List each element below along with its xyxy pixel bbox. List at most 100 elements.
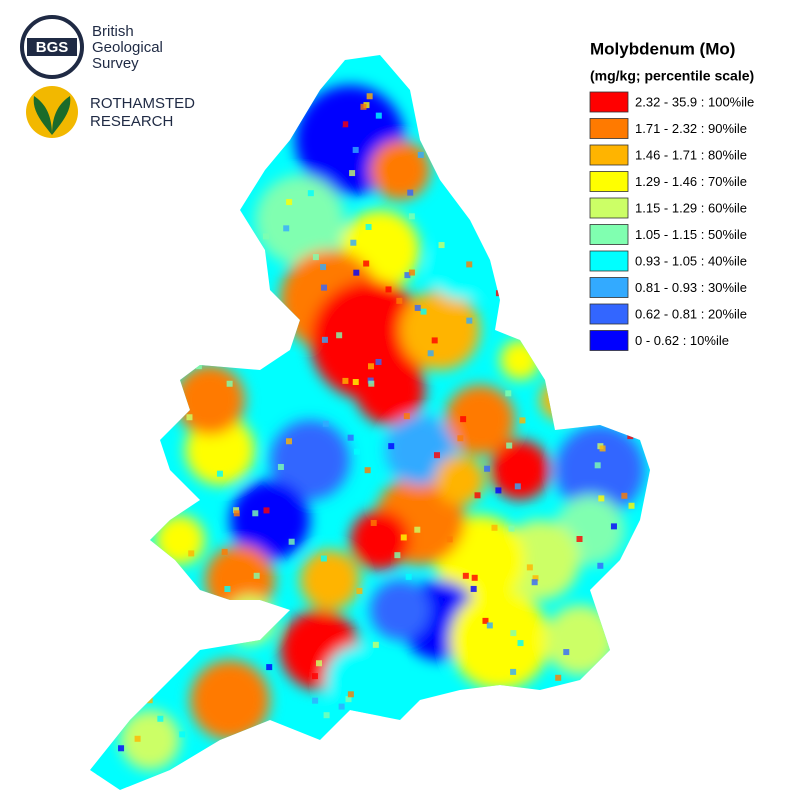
- map-cell: [229, 164, 236, 171]
- legend-label: 1.46 - 1.71 : 80%ile: [635, 147, 747, 162]
- map-cell: [227, 144, 234, 151]
- map-cell: [186, 414, 193, 421]
- map-cell: [431, 337, 438, 344]
- map-cell: [408, 213, 415, 220]
- legend-swatch: [589, 303, 629, 325]
- map-cell: [140, 436, 147, 443]
- map-cell: [291, 111, 298, 118]
- map-cell: [365, 223, 372, 230]
- map-cell: [159, 341, 166, 348]
- map-cell: [485, 774, 492, 781]
- map-cell: [367, 363, 374, 370]
- map-cell: [446, 536, 453, 543]
- map-cell: [321, 284, 328, 291]
- map-cell: [512, 734, 519, 741]
- map-cell: [486, 622, 493, 629]
- map-cell: [353, 269, 360, 276]
- map-cell: [353, 448, 360, 455]
- map-cell: [598, 495, 605, 502]
- map-cell: [263, 507, 270, 514]
- map-patch: [355, 355, 425, 425]
- map-cell: [420, 308, 427, 315]
- map-cell: [517, 312, 524, 319]
- map-cell: [404, 272, 411, 279]
- map-cell: [512, 73, 519, 80]
- map-cell: [100, 189, 107, 196]
- map-cell: [220, 598, 227, 605]
- map-cell: [164, 655, 171, 662]
- map-cell: [469, 738, 476, 745]
- map-cell: [275, 75, 282, 82]
- map-cell: [342, 377, 349, 384]
- map-cell: [576, 536, 583, 543]
- map-cell: [427, 350, 434, 357]
- map-cell: [517, 640, 524, 647]
- map-cell: [156, 241, 163, 248]
- map-cell: [260, 76, 267, 83]
- rothamsted-logo: ROTHAMSTED RESEARCH: [26, 86, 195, 138]
- map-cell: [405, 573, 412, 580]
- map-cell: [90, 413, 97, 420]
- map-cell: [320, 264, 327, 271]
- legend-subtitle: (mg/kg; percentile scale): [590, 68, 754, 84]
- rothamsted-text: ROTHAMSTED: [90, 95, 195, 112]
- map-cell: [285, 438, 292, 445]
- map-cell: [210, 344, 217, 351]
- map-patch: [490, 440, 550, 500]
- map-cell: [438, 242, 445, 249]
- map-cell: [183, 57, 190, 64]
- map-cell: [573, 379, 580, 386]
- map-cell: [522, 313, 529, 320]
- map-cell: [143, 593, 150, 600]
- map-cell: [315, 660, 322, 667]
- map-patch: [430, 240, 490, 300]
- map-cell: [321, 336, 328, 343]
- map-cell: [530, 260, 537, 267]
- map-cell: [322, 420, 329, 427]
- map-cell: [466, 317, 473, 324]
- map-cell: [145, 627, 152, 634]
- legend-swatch: [589, 197, 629, 219]
- map-cell: [94, 361, 101, 368]
- map-cell: [375, 112, 382, 119]
- map-cell: [91, 204, 98, 211]
- map-cell: [532, 575, 539, 582]
- map-cell: [414, 526, 421, 533]
- map-cell: [503, 303, 510, 310]
- map-cell: [526, 564, 533, 571]
- map-patch: [500, 340, 540, 380]
- map-cell: [394, 552, 401, 559]
- map-cell: [218, 276, 225, 283]
- map-cell: [289, 351, 296, 358]
- map-cell: [183, 257, 190, 264]
- legend-swatch: [589, 171, 629, 192]
- map-cell: [531, 579, 538, 586]
- map-patch: [175, 365, 245, 435]
- bgs-band: [27, 38, 77, 56]
- map-patch: [450, 590, 550, 690]
- map-cell: [491, 524, 498, 531]
- map-cell: [363, 102, 370, 109]
- map-cell: [563, 649, 570, 656]
- map-cell: [266, 664, 273, 671]
- map-cell: [409, 726, 416, 733]
- map-cell: [370, 519, 377, 526]
- map-cell: [495, 290, 502, 297]
- map-cell: [323, 712, 330, 719]
- map-cell: [283, 225, 290, 232]
- map-patch: [370, 140, 430, 200]
- map-cell: [537, 153, 544, 160]
- map-cell: [644, 539, 650, 546]
- map-cell: [510, 630, 517, 637]
- rothamsted-leaves: [33, 96, 71, 135]
- bgs-text: Geological: [92, 39, 163, 56]
- map-cell: [99, 632, 106, 639]
- map-cell: [225, 177, 232, 184]
- map-cell: [336, 110, 343, 117]
- map-cell: [342, 121, 349, 128]
- map-cell: [138, 209, 145, 216]
- map-cell: [619, 644, 626, 651]
- rothamsted-text: RESEARCH: [90, 113, 173, 130]
